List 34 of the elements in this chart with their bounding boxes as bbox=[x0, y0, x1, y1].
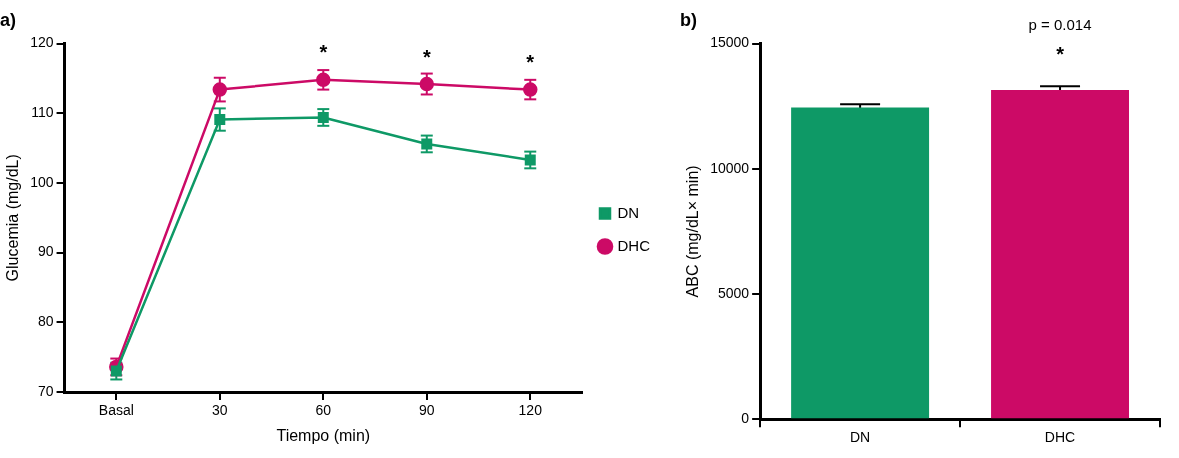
point bbox=[524, 154, 536, 166]
y-tick-label: 110 bbox=[31, 104, 54, 121]
point bbox=[212, 82, 228, 97]
point bbox=[317, 111, 329, 123]
y-tick-label: 120 bbox=[30, 34, 54, 51]
x-tick-label: 30 bbox=[212, 402, 228, 419]
point bbox=[421, 138, 433, 150]
y-tick-label: 90 bbox=[37, 243, 54, 260]
chart-title: a) bbox=[0, 9, 17, 30]
x-axis-title: Tiempo (min) bbox=[276, 426, 371, 444]
y-tick-label: 80 bbox=[37, 313, 54, 330]
y-axis-title: ABC (mg/dL× min) bbox=[684, 165, 702, 298]
y-tick-label: 5000 bbox=[717, 284, 750, 301]
text: p = 0.014 bbox=[1028, 16, 1092, 34]
x-tick-label: 120 bbox=[518, 402, 543, 419]
annotation: * bbox=[319, 41, 328, 64]
y-tick-label: 100 bbox=[30, 173, 54, 190]
annotation: * bbox=[1056, 43, 1065, 66]
y-axis-title: Glucemia (mg/dL) bbox=[4, 154, 22, 282]
chart-title: b) bbox=[680, 9, 697, 30]
point bbox=[419, 76, 435, 92]
y-tick-label: 15000 bbox=[710, 34, 750, 51]
legend-label: DHC bbox=[617, 236, 651, 254]
annotation: * bbox=[526, 51, 535, 74]
x-tick-label: 60 bbox=[315, 402, 332, 419]
point bbox=[523, 82, 538, 97]
y-tick-label: 0 bbox=[741, 410, 750, 427]
legend-label: DN bbox=[617, 203, 640, 221]
y-tick-label: 70 bbox=[37, 382, 54, 399]
point bbox=[214, 114, 226, 126]
x-tick-label: 90 bbox=[418, 402, 435, 419]
annotation: * bbox=[422, 45, 431, 68]
y-tick-label: 10000 bbox=[710, 159, 750, 176]
x-tick-label: Basal bbox=[98, 402, 134, 419]
